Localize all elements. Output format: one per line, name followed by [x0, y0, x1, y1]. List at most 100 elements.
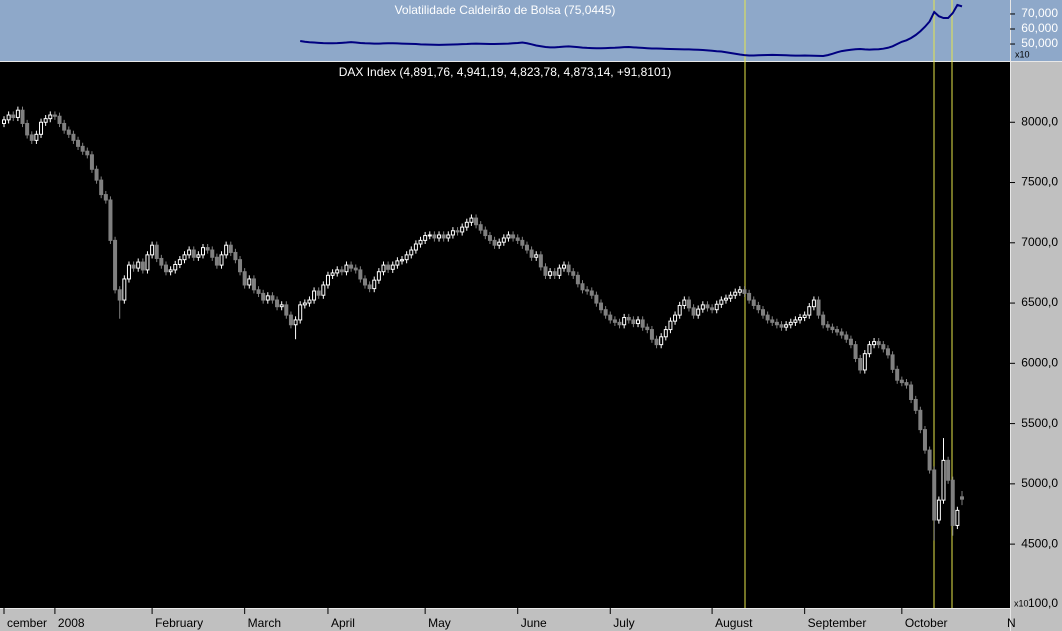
candle-body — [316, 290, 321, 296]
candle-body — [302, 302, 307, 306]
candle-body — [362, 278, 367, 286]
y-tick-label: 8000,0 — [1021, 114, 1058, 128]
candle-body — [66, 129, 71, 135]
marker-lines — [744, 0, 953, 608]
candle-body — [233, 251, 238, 261]
candle-body — [103, 194, 108, 201]
candle-body — [478, 224, 483, 231]
candle-body — [298, 304, 303, 321]
candle-body — [821, 314, 826, 326]
candle-body — [460, 226, 465, 233]
candle-body — [145, 254, 150, 271]
candle-body — [571, 271, 576, 276]
candle-body — [205, 247, 210, 251]
candle-body — [608, 314, 613, 321]
candle-body — [275, 299, 280, 308]
candle-body — [529, 249, 534, 258]
candle-body — [756, 304, 761, 311]
candle-body — [390, 264, 395, 270]
candle-body — [626, 317, 631, 321]
candle-body — [696, 308, 701, 316]
x-tick-label: September — [808, 616, 867, 630]
candle-body — [404, 254, 409, 261]
candle-body — [955, 509, 960, 526]
candle-body — [765, 314, 770, 321]
candle-body — [6, 114, 11, 121]
candle-body — [848, 338, 853, 346]
candle-body — [214, 256, 219, 266]
candle-body — [339, 269, 344, 273]
candle-body — [154, 244, 159, 259]
y-tick-label: 6000,0 — [1021, 355, 1058, 369]
candle-body — [506, 234, 511, 239]
candle-body — [636, 319, 641, 325]
candle-body — [520, 239, 525, 246]
chart-title: DAX Index (4,891,76, 4,941,19, 4,823,78,… — [339, 65, 672, 79]
candle-body — [603, 309, 608, 316]
candle-body — [307, 299, 312, 304]
candle-body — [497, 241, 502, 246]
candle-body — [802, 314, 807, 319]
candle-body — [437, 234, 442, 239]
candle-body — [904, 382, 909, 386]
candle-body — [265, 295, 270, 301]
candle-body — [645, 326, 650, 331]
candle-body — [441, 234, 446, 239]
x-tick-label: August — [715, 616, 753, 630]
y-tick-label: 5500,0 — [1021, 416, 1058, 430]
candle-body — [839, 331, 844, 336]
candle-body — [409, 249, 414, 256]
y-tick-label: 5000,0 — [1021, 476, 1058, 490]
candle-body — [293, 319, 298, 326]
candle-body — [594, 294, 599, 304]
candle-body — [89, 154, 94, 170]
candle-body — [228, 244, 233, 253]
candle-body — [256, 289, 261, 294]
candle-body — [168, 269, 173, 273]
candle-body — [11, 114, 16, 118]
price-axis-panel — [1010, 62, 1062, 631]
candle-body — [43, 118, 48, 123]
candle-body — [909, 384, 914, 400]
candle-body — [358, 269, 363, 280]
candle-body — [835, 329, 840, 333]
candle-body — [566, 264, 571, 273]
candle-body — [270, 295, 275, 301]
candle-body — [654, 338, 659, 346]
candle-body — [742, 289, 747, 294]
candle-body — [543, 266, 548, 276]
candle-body — [201, 247, 206, 256]
candle-body — [76, 139, 81, 147]
candle-body — [733, 291, 738, 296]
candle-body — [423, 235, 428, 241]
candle-body — [52, 114, 57, 117]
x-tick-label: July — [613, 616, 634, 630]
price-scale-note: x10 — [1014, 598, 1029, 608]
candle-body — [395, 260, 400, 266]
candle-body — [455, 230, 460, 233]
candle-body — [867, 344, 872, 355]
candle-body — [858, 358, 863, 371]
candle-body — [599, 302, 604, 311]
indicator-line — [300, 3, 963, 58]
candle-body — [622, 317, 627, 326]
candle-body — [321, 284, 326, 296]
candle-body — [844, 334, 849, 340]
candle-body — [663, 329, 668, 338]
candle-body — [2, 119, 6, 124]
candle-body — [464, 221, 469, 228]
candle-body — [34, 133, 39, 141]
candle-body — [710, 307, 715, 311]
candle-body — [122, 278, 127, 301]
candle-body — [853, 344, 858, 360]
candle-body — [798, 317, 803, 321]
candle-body — [15, 109, 20, 118]
candle-body — [946, 459, 951, 481]
candle-body — [830, 326, 835, 331]
candle-body — [612, 319, 617, 323]
candle-body — [811, 299, 816, 308]
candle-body — [474, 217, 479, 226]
candle-body — [881, 344, 886, 350]
candle-body — [325, 274, 330, 286]
time-axis-panel — [0, 608, 1010, 631]
